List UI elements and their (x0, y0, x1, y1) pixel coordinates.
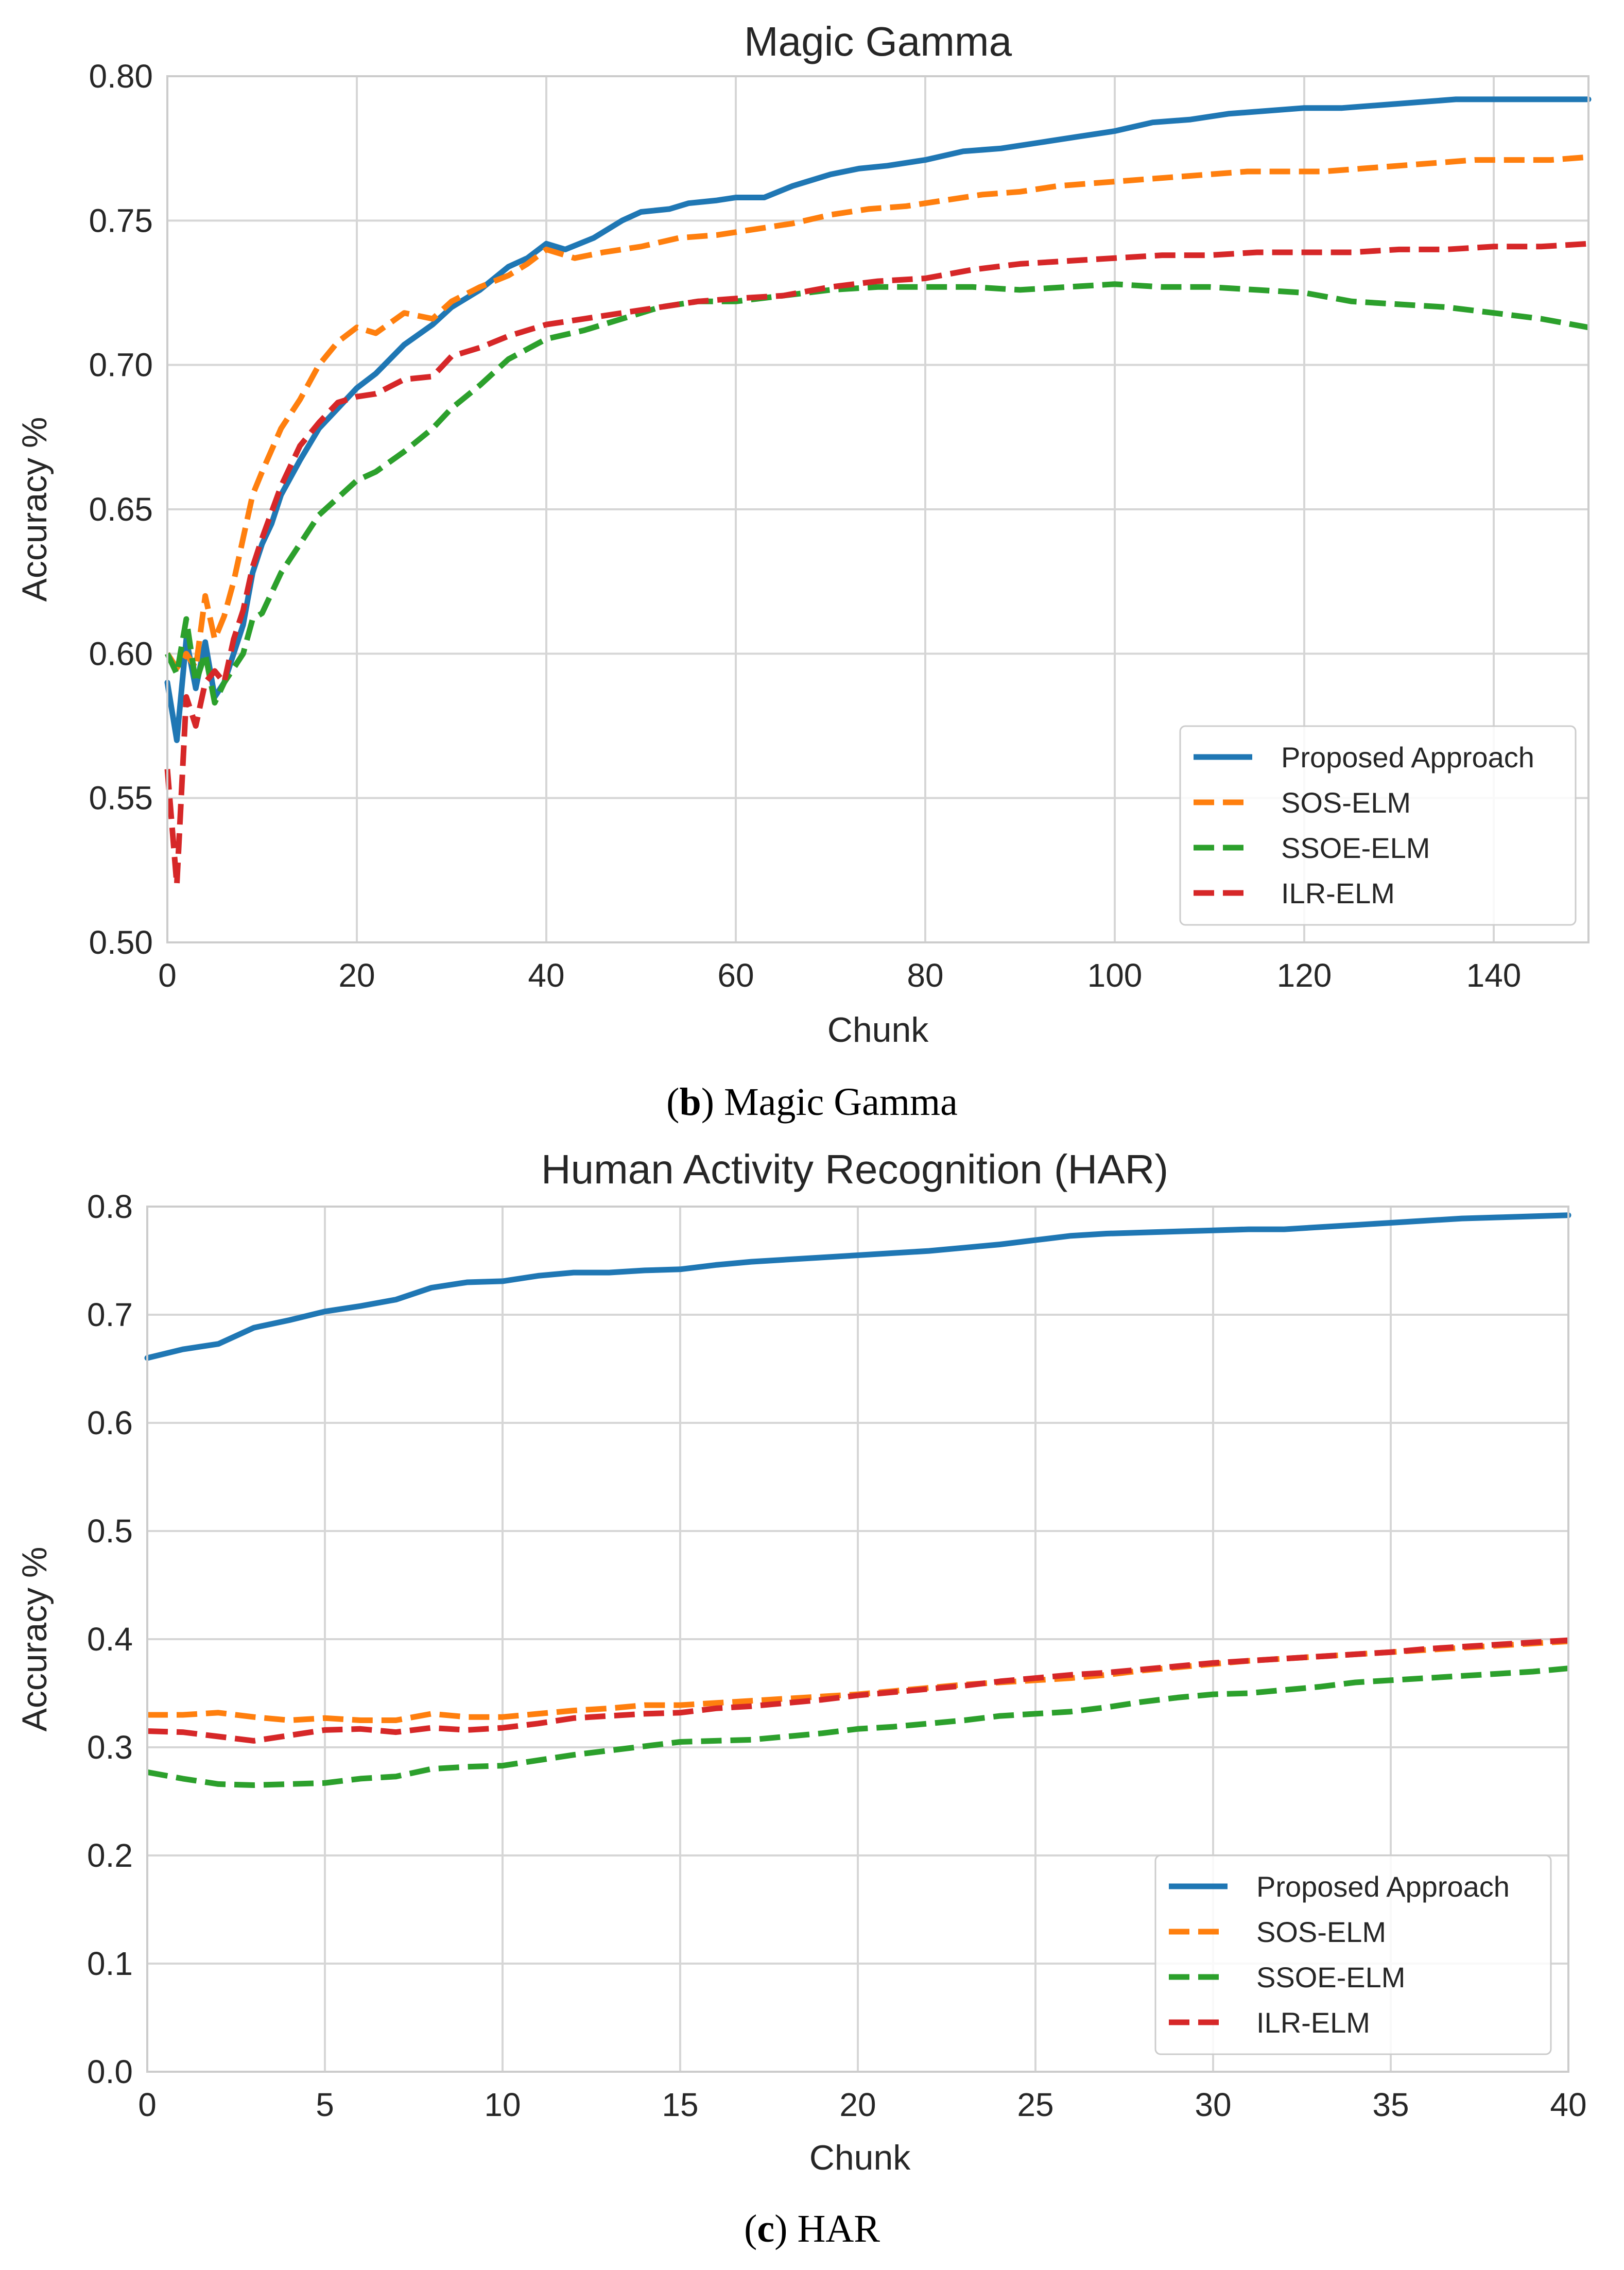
magic-legend-label: Proposed Approach (1281, 741, 1534, 773)
har-chart-title: Human Activity Recognition (HAR) (541, 1146, 1168, 1192)
magic-caption-text: Magic Gamma (724, 1080, 958, 1124)
magic-y-tick-label: 0.55 (89, 780, 153, 817)
har-legend-label: ILR-ELM (1256, 2006, 1370, 2039)
har-y-tick-labels: 0.0 0.1 0.2 0.3 0.4 0.5 0.6 0.7 0.8 (87, 1188, 133, 2090)
har-y-tick-label: 0.0 (87, 2053, 133, 2090)
har-series-ssoe-elm (147, 1665, 1569, 1788)
har-chart: Human Activity Recognition (HAR) 0.00.10… (15, 1146, 1587, 2250)
har-y-tick-label: 0.5 (87, 1512, 133, 1550)
magic-plot-frame (166, 75, 1590, 943)
magic-series-group (164, 96, 1592, 888)
har-x-tick-label: 30 (1195, 2086, 1231, 2123)
har-y-tick-label: 0.6 (87, 1404, 133, 1441)
magic-caption-letter: b (679, 1080, 701, 1124)
har-series-group (144, 1212, 1571, 1788)
har-y-tick-label: 0.3 (87, 1729, 133, 1766)
magic-series-sos-elm (165, 154, 1589, 671)
magic-y-tick-label: 0.70 (89, 347, 153, 384)
magic-x-tick-label: 140 (1466, 957, 1522, 994)
har-y-tick-label: 0.4 (87, 1621, 133, 1658)
har-x-tick-label: 20 (839, 2086, 876, 2123)
magic-y-tick-label: 0.60 (89, 635, 153, 672)
magic-legend-box (1179, 725, 1577, 926)
magic-x-tick-label: 80 (907, 957, 943, 994)
magic-y-tick-label: 0.75 (89, 202, 153, 239)
har-legend-label: Proposed Approach (1256, 1870, 1510, 1903)
har-x-tick-label: 5 (316, 2086, 334, 2123)
magic-x-tick-label: 60 (717, 957, 754, 994)
magic-y-tick-label: 0.50 (89, 924, 153, 961)
magic-x-tick-label: 100 (1087, 957, 1143, 994)
magic-series-ssoe-elm (165, 281, 1589, 706)
har-x-axis-label: Chunk (809, 2138, 911, 2177)
magic-legend-label: SSOE-ELM (1281, 832, 1430, 864)
har-y-tick-label: 0.2 (87, 1837, 133, 1874)
har-x-tick-labels: 0 5 10 15 20 25 30 35 40 (138, 2086, 1586, 2123)
har-x-tick-label: 40 (1550, 2086, 1586, 2123)
magic-x-tick-label: 0 (158, 957, 177, 994)
magic-x-tick-labels: 0 20 40 60 80 100 120 140 (158, 957, 1521, 994)
har-x-tick-label: 35 (1372, 2086, 1409, 2123)
magic-x-tick-label: 20 (338, 957, 375, 994)
har-y-tick-label: 0.8 (87, 1188, 133, 1225)
magic-series-ilr-elm (164, 240, 1589, 888)
magic-legend-label: ILR-ELM (1281, 877, 1395, 909)
har-series-ilr-elm (147, 1637, 1569, 1744)
magic-series-proposed-approach (164, 96, 1592, 743)
har-x-tick-label: 10 (484, 2086, 521, 2123)
magic-x-tick-label: 120 (1277, 957, 1332, 994)
magic-gamma-chart: Magic Gamma 0.50 0.55 0.60 0.65 0.70 0.75 0.80… (15, 19, 1592, 1124)
magic-legend-label: SOS-ELM (1281, 786, 1411, 819)
har-caption: (c) HAR (744, 2207, 880, 2250)
magic-legend: Proposed Approach SOS-ELM SSOE-ELM ILR-ELM (1179, 725, 1577, 926)
har-y-tick-label: 0.7 (87, 1296, 133, 1333)
har-x-tick-label: 25 (1017, 2086, 1053, 2123)
har-plot-frame (146, 1206, 1569, 2073)
magic-x-tick-label: 40 (528, 957, 564, 994)
magic-y-tick-label: 0.80 (89, 58, 153, 95)
har-caption-text: HAR (797, 2207, 880, 2250)
magic-y-axis-label: Accuracy % (15, 417, 54, 602)
magic-caption: (b) Magic Gamma (666, 1080, 958, 1124)
magic-chart-title: Magic Gamma (744, 19, 1012, 64)
har-legend-label: SOS-ELM (1256, 1916, 1386, 1948)
har-y-axis-label: Accuracy % (15, 1547, 54, 1732)
magic-x-axis-label: Chunk (827, 1010, 929, 1050)
har-caption-letter: c (757, 2207, 774, 2250)
har-legend: Proposed Approach SOS-ELM SSOE-ELM ILR-ELM (1154, 1854, 1552, 2055)
magic-y-tick-label: 0.65 (89, 491, 153, 528)
har-series-proposed-approach (144, 1212, 1571, 1361)
magic-y-tick-labels: 0.50 0.55 0.60 0.65 0.70 0.75 0.80 (89, 58, 153, 961)
har-legend-label: SSOE-ELM (1256, 1961, 1405, 1993)
har-y-tick-label: 0.1 (87, 1945, 133, 1982)
har-x-tick-label: 0 (138, 2086, 157, 2123)
har-legend-box (1154, 1854, 1552, 2055)
har-x-tick-label: 15 (662, 2086, 698, 2123)
